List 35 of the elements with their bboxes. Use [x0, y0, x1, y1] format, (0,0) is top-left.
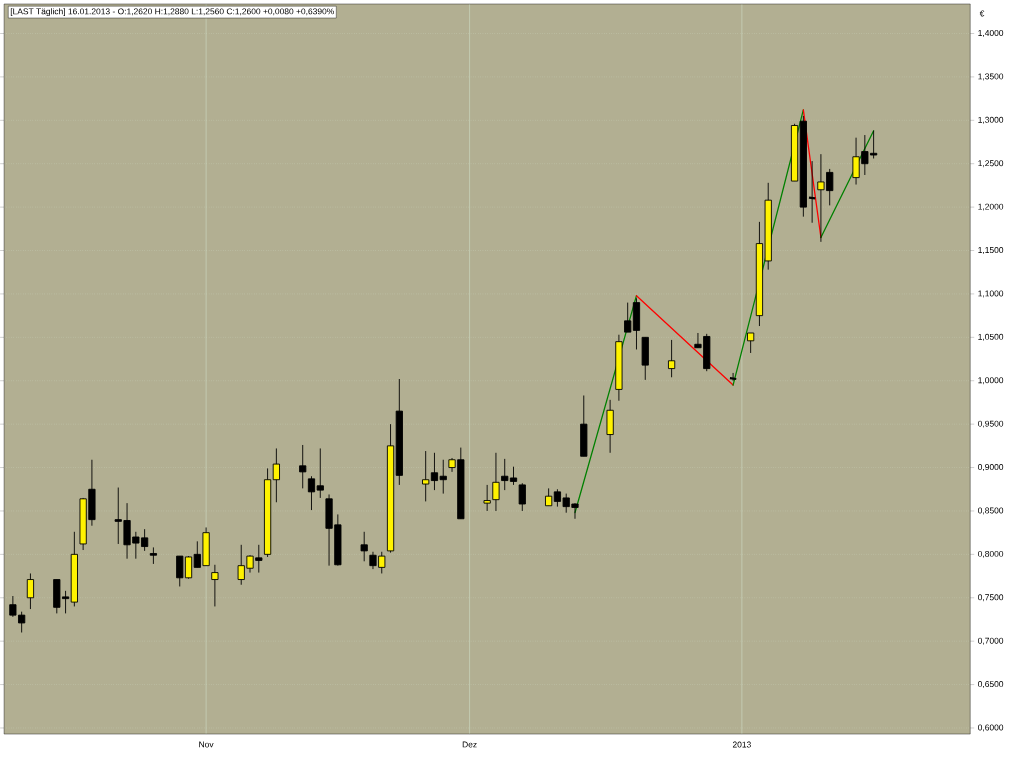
candlestick: [299, 444, 307, 489]
y-tick-label: 1,0500: [978, 333, 1004, 341]
candlestick: [211, 564, 219, 607]
y-tick-label: 0,8500: [978, 507, 1004, 515]
x-tick-label: Nov: [199, 741, 214, 748]
y-tick-label: 1,3500: [978, 73, 1004, 81]
y-tick-label: 0,8000: [978, 550, 1004, 558]
y-tick-label: 0,7500: [978, 594, 1004, 602]
candlestick: [518, 482, 526, 512]
y-tick-label: 0,6000: [978, 724, 1004, 732]
x-tick-label: Dez: [462, 741, 477, 748]
candlestick: [728, 372, 738, 382]
x-tick-label: 2013: [732, 741, 751, 748]
candlestick: [483, 484, 491, 512]
y-tick-label: 1,4000: [978, 30, 1004, 37]
candlestick: [272, 448, 280, 503]
candlestick: [492, 452, 500, 512]
y-tick-label: 1,3000: [978, 116, 1004, 124]
chart-title: [LAST Täglich] 16.01.2013 - O:1,2620 H:1,2880 L:1,2560 C:1,2600 +0,0080 +0,6390%: [10, 8, 334, 17]
candlestick: [667, 339, 676, 378]
candlestick: [422, 450, 430, 502]
y-tick-label: 1,1500: [978, 247, 1004, 255]
candlestick: [747, 332, 755, 354]
y-tick-label: 1,0000: [978, 377, 1004, 385]
y-tick-label: 0,9000: [978, 464, 1004, 472]
y-tick-label: 1,2500: [978, 160, 1004, 168]
y-tick-label: 0,9500: [978, 420, 1004, 428]
candlestick: [360, 531, 368, 562]
y-tick-label: 1,1000: [978, 290, 1004, 298]
y-axis-title: €: [979, 10, 985, 17]
candlestick: [149, 547, 158, 565]
y-tick-label: 0,6500: [978, 681, 1004, 689]
candlestick: [26, 573, 35, 610]
y-tick-label: 1,2000: [978, 203, 1004, 211]
y-tick-label: 0,7000: [978, 637, 1004, 645]
